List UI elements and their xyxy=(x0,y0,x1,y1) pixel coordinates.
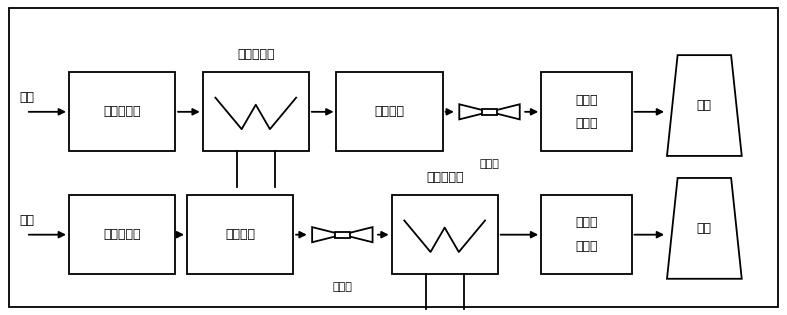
Text: 烟气: 烟气 xyxy=(20,214,35,227)
Polygon shape xyxy=(490,104,519,119)
Text: 烟囱: 烟囱 xyxy=(696,222,712,235)
Text: 烟气换热器: 烟气换热器 xyxy=(237,48,275,61)
Bar xyxy=(482,109,497,115)
Text: 电除尘器: 电除尘器 xyxy=(375,105,405,118)
Polygon shape xyxy=(312,227,342,242)
Bar xyxy=(203,72,309,151)
Bar xyxy=(334,232,350,238)
Bar xyxy=(541,195,631,274)
Text: 空气预热器: 空气预热器 xyxy=(103,228,141,241)
Text: 烟气换热器: 烟气换热器 xyxy=(426,170,464,184)
Polygon shape xyxy=(342,227,372,242)
Text: 硫装置: 硫装置 xyxy=(575,117,597,130)
Bar xyxy=(69,195,176,274)
Text: 湿式脱: 湿式脱 xyxy=(575,216,597,229)
Text: 引风机: 引风机 xyxy=(332,282,353,292)
Text: 湿式脱: 湿式脱 xyxy=(575,94,597,106)
Text: 引风机: 引风机 xyxy=(479,159,500,169)
Bar xyxy=(392,195,497,274)
Bar xyxy=(337,72,442,151)
Bar xyxy=(69,72,176,151)
Polygon shape xyxy=(460,104,490,119)
Bar xyxy=(187,195,294,274)
Text: 空气预热器: 空气预热器 xyxy=(103,105,141,118)
Polygon shape xyxy=(667,55,742,156)
Polygon shape xyxy=(667,178,742,279)
Text: 烟气: 烟气 xyxy=(20,91,35,104)
Text: 电除尘器: 电除尘器 xyxy=(225,228,255,241)
Text: 硫装置: 硫装置 xyxy=(575,240,597,253)
Bar xyxy=(541,72,631,151)
Text: 烟囱: 烟囱 xyxy=(696,99,712,112)
